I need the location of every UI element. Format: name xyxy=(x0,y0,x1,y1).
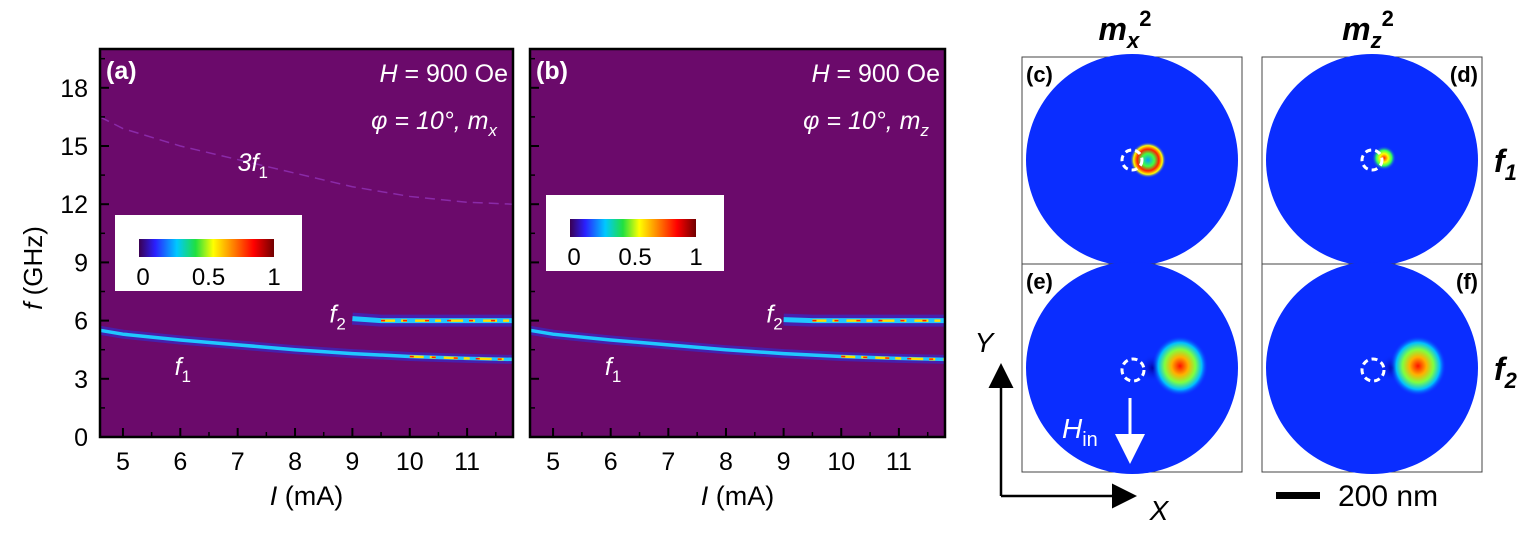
y-tick-label: 0 xyxy=(74,424,88,452)
plot-frame xyxy=(528,47,947,439)
nanocontact-d xyxy=(1360,148,1384,172)
colorbar-gradient xyxy=(570,219,696,237)
panel-label-f: (f) xyxy=(1456,269,1478,294)
map-panel-e: (e) Hin xyxy=(1021,262,1243,474)
plot-frame xyxy=(98,47,515,439)
x-tick-label: 7 xyxy=(661,448,675,476)
colorbar-tick-label: 0 xyxy=(567,244,580,271)
y-tick-label: 18 xyxy=(60,75,88,103)
panel-label: (a) xyxy=(106,57,137,85)
field-annotation: H = 900 Oe xyxy=(379,60,508,88)
series-label: f2 xyxy=(329,301,345,334)
x-axis-label: I (mA) xyxy=(270,481,344,511)
angle-annotation: φ = 10°, mz xyxy=(803,107,929,140)
header-mz2: mz2 xyxy=(1342,6,1394,53)
x-tick-label: 6 xyxy=(604,448,618,476)
x-axis-label: I (mA) xyxy=(701,481,775,511)
colorbar-tick-label: 1 xyxy=(689,244,702,271)
trace-f1-peak xyxy=(841,355,946,361)
colorbar-tick-label: 0.5 xyxy=(192,264,225,291)
nanocontact-c xyxy=(1120,148,1144,172)
y-tick-label: 6 xyxy=(74,308,88,336)
y-tick-label: 3 xyxy=(74,366,88,394)
map-panel-c: (c) xyxy=(1021,54,1243,266)
field-label: Hin xyxy=(1062,413,1098,451)
axis-y-letter: Y xyxy=(975,327,996,358)
x-tick-label: 10 xyxy=(396,448,424,476)
panel-label-d: (d) xyxy=(1450,62,1478,87)
heatmap-panel-b: 5 6 7 8 9 10 11I (mA)(b) H = 900 Oeφ = 10°, mzf… xyxy=(528,47,947,511)
panel-label: (b) xyxy=(536,57,568,85)
x-tick-label: 11 xyxy=(454,448,480,476)
x-tick-label: 9 xyxy=(345,448,359,476)
colorbar-tick-label: 0 xyxy=(136,264,149,291)
panel-label-e: (e) xyxy=(1026,269,1053,294)
x-tick-label: 5 xyxy=(546,448,560,476)
trace-f2 xyxy=(352,316,513,324)
field-annotation: H = 900 Oe xyxy=(811,60,940,88)
y-tick-label: 9 xyxy=(74,249,88,277)
series-label: f1 xyxy=(605,353,621,386)
header-mx2: mx2 xyxy=(1099,6,1152,53)
nanocontact-f xyxy=(1360,357,1386,383)
trace-f2 xyxy=(783,317,945,324)
scale-bar xyxy=(1276,492,1320,499)
x-tick-label: 6 xyxy=(173,448,187,476)
scale-bar-label: 200 nm xyxy=(1338,480,1438,513)
trace-3f1 xyxy=(99,116,514,205)
hotspot-f xyxy=(1390,336,1446,396)
y-tick-label: 12 xyxy=(60,191,88,219)
row-label-f1: f1 xyxy=(1494,143,1517,185)
trace-f1-hot xyxy=(409,355,514,361)
series-label: f2 xyxy=(766,301,782,334)
series-label: 3f1 xyxy=(238,149,268,182)
colorbar-tick-label: 0.5 xyxy=(618,244,651,271)
x-tick-label: 9 xyxy=(777,448,791,476)
colorbar-tick-label: 1 xyxy=(267,264,280,291)
map-panel-f: (f) xyxy=(1261,262,1483,474)
hotspot-e xyxy=(1152,336,1208,396)
row-label-f2: f2 xyxy=(1494,351,1518,393)
spatial-maps: mx2 mz2 (c) (d) (e) Hin xyxy=(975,6,1518,526)
x-tick-label: 5 xyxy=(116,448,130,476)
nanocontact-e xyxy=(1120,357,1146,383)
hotspot-c xyxy=(1130,142,1166,178)
map-panel-d: (d) xyxy=(1261,54,1483,266)
x-tick-label: 11 xyxy=(886,448,912,476)
angle-annotation: φ = 10°, mx xyxy=(371,107,497,140)
axis-x-letter: X xyxy=(1149,495,1170,526)
x-tick-label: 8 xyxy=(288,448,302,476)
colorbar-gradient xyxy=(139,239,274,257)
x-tick-label: 10 xyxy=(827,448,855,476)
y-axis-label: f (GHz) xyxy=(18,226,48,310)
y-tick-label: 15 xyxy=(60,133,88,161)
x-tick-label: 8 xyxy=(719,448,733,476)
panel-label-c: (c) xyxy=(1026,62,1053,87)
x-tick-label: 7 xyxy=(231,448,245,476)
series-label: f1 xyxy=(175,353,191,386)
